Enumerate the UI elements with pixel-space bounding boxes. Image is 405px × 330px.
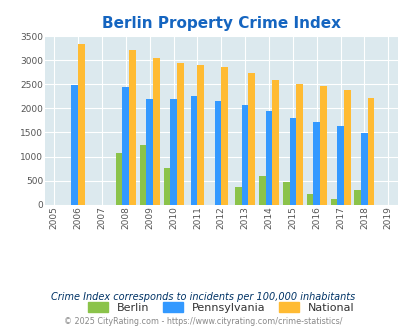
Bar — [313, 122, 319, 205]
Bar — [170, 99, 177, 205]
Bar — [71, 85, 78, 205]
Bar — [330, 199, 337, 205]
Bar — [214, 101, 221, 205]
Bar — [367, 98, 373, 205]
Title: Berlin Property Crime Index: Berlin Property Crime Index — [102, 16, 340, 31]
Bar — [177, 63, 183, 205]
Bar — [122, 87, 129, 205]
Bar — [190, 96, 197, 205]
Bar — [306, 194, 313, 205]
Bar — [319, 86, 326, 205]
Bar — [115, 153, 122, 205]
Bar — [360, 133, 367, 205]
Bar — [343, 90, 350, 205]
Bar — [282, 182, 289, 205]
Bar — [265, 111, 272, 205]
Bar — [241, 105, 248, 205]
Bar — [139, 146, 146, 205]
Bar — [163, 168, 170, 205]
Bar — [197, 65, 204, 205]
Bar — [234, 187, 241, 205]
Bar — [78, 44, 85, 205]
Bar — [248, 73, 254, 205]
Bar — [296, 84, 302, 205]
Legend: Berlin, Pennsylvania, National: Berlin, Pennsylvania, National — [83, 298, 358, 317]
Bar — [129, 50, 136, 205]
Bar — [289, 118, 296, 205]
Bar — [337, 126, 343, 205]
Bar — [272, 80, 278, 205]
Bar — [354, 190, 360, 205]
Text: © 2025 CityRating.com - https://www.cityrating.com/crime-statistics/: © 2025 CityRating.com - https://www.city… — [64, 317, 341, 326]
Bar — [153, 58, 159, 205]
Text: Crime Index corresponds to incidents per 100,000 inhabitants: Crime Index corresponds to incidents per… — [51, 292, 354, 302]
Bar — [221, 67, 227, 205]
Bar — [258, 176, 265, 205]
Bar — [146, 99, 153, 205]
